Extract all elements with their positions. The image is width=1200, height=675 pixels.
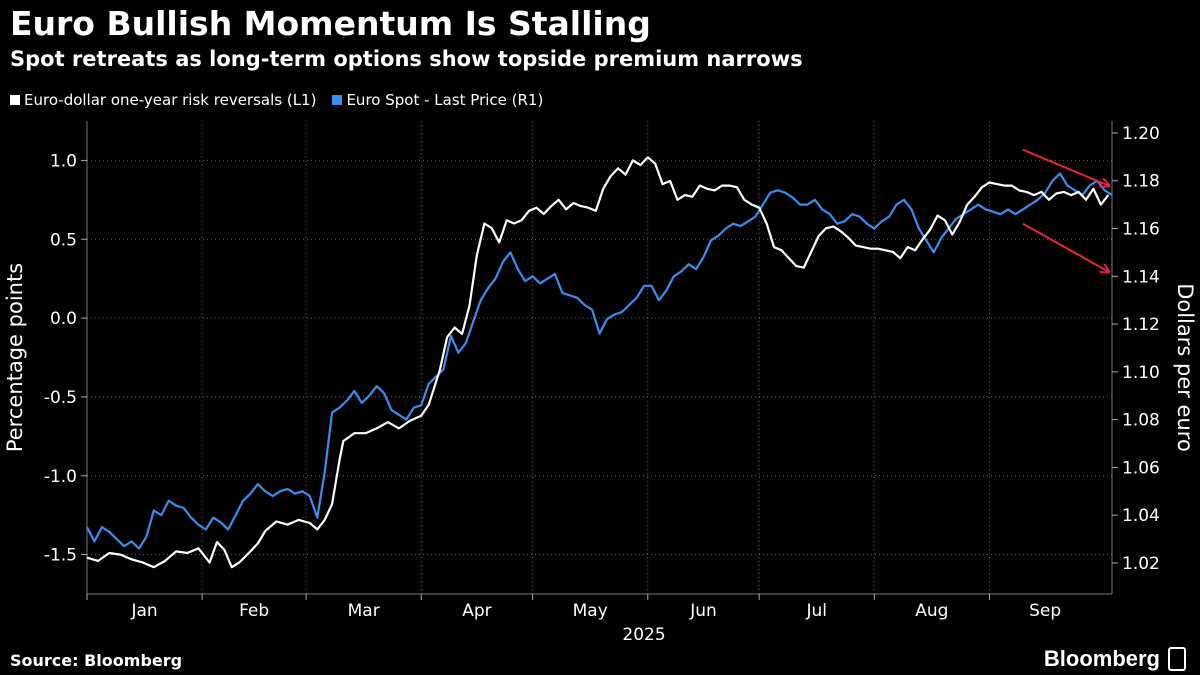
legend-label: Euro Spot - Last Price (R1) [346, 91, 544, 109]
right-tick-label: 1.20 [1122, 124, 1160, 144]
x-tick-label: Apr [462, 601, 491, 621]
x-axis-year-label: 2025 [622, 625, 665, 645]
x-tick-label: Aug [915, 601, 948, 621]
annotation-arrow [1022, 148, 1108, 186]
legend-item-risk-reversals: Euro-dollar one-year risk reversals (L1) [10, 91, 316, 109]
left-axis-title: Percentage points [3, 263, 27, 452]
series-group [86, 156, 1113, 569]
x-tick-label: Jul [805, 601, 827, 621]
annotations [1022, 148, 1108, 272]
x-tick-label: Jun [689, 601, 717, 621]
annotation-arrow [1022, 222, 1108, 272]
left-tick-label: 0.0 [50, 309, 77, 329]
axes: -1.5 -1.0 -0.5 0.0 0.5 1.0 1.02 1.04 1.06 1.08 1.1… [3, 121, 1197, 645]
right-tick-label: 1.16 [1122, 220, 1160, 240]
x-tick-label: May [573, 601, 608, 621]
bloomberg-logo: Bloomberg [1044, 646, 1186, 672]
right-tick-label: 1.06 [1122, 458, 1160, 478]
right-tick-label: 1.08 [1122, 411, 1160, 431]
legend-label: Euro-dollar one-year risk reversals (L1) [24, 91, 317, 109]
legend-swatch-white [10, 95, 20, 105]
legend: Euro-dollar one-year risk reversals (L1)… [10, 91, 543, 109]
right-tick-label: 1.10 [1122, 363, 1160, 383]
legend-item-euro-spot: Euro Spot - Last Price (R1) [332, 91, 543, 109]
x-tick-label: Jan [130, 601, 157, 621]
right-tick-label: 1.14 [1122, 267, 1160, 287]
legend-swatch-blue [332, 95, 343, 105]
series-line-risk-reversals [86, 156, 1110, 569]
grid-lines [87, 121, 1112, 594]
chart-title: Euro Bullish Momentum Is Stalling [10, 4, 651, 43]
right-tick-label: 1.04 [1122, 506, 1160, 526]
x-tick-label: Feb [239, 601, 269, 621]
left-tick-label: 0.5 [50, 230, 77, 250]
left-tick-label: -1.5 [44, 546, 77, 566]
brand-name: Bloomberg [1043, 646, 1160, 671]
chart-subtitle: Spot retreats as long-term options show … [10, 47, 803, 71]
left-tick-label: -0.5 [44, 388, 77, 408]
source-note: Source: Bloomberg [10, 651, 183, 670]
right-tick-label: 1.02 [1122, 554, 1160, 574]
right-axis-title: Dollars per euro [1173, 283, 1197, 452]
x-tick-label: Mar [348, 601, 380, 621]
bloomberg-badge-icon [1168, 647, 1186, 671]
series-line-euro-spot [86, 172, 1113, 550]
x-tick-label: Sep [1029, 601, 1061, 621]
right-tick-label: 1.12 [1122, 315, 1160, 335]
left-tick-label: -1.0 [44, 467, 77, 487]
left-tick-label: 1.0 [50, 151, 77, 171]
right-tick-label: 1.18 [1122, 172, 1160, 192]
